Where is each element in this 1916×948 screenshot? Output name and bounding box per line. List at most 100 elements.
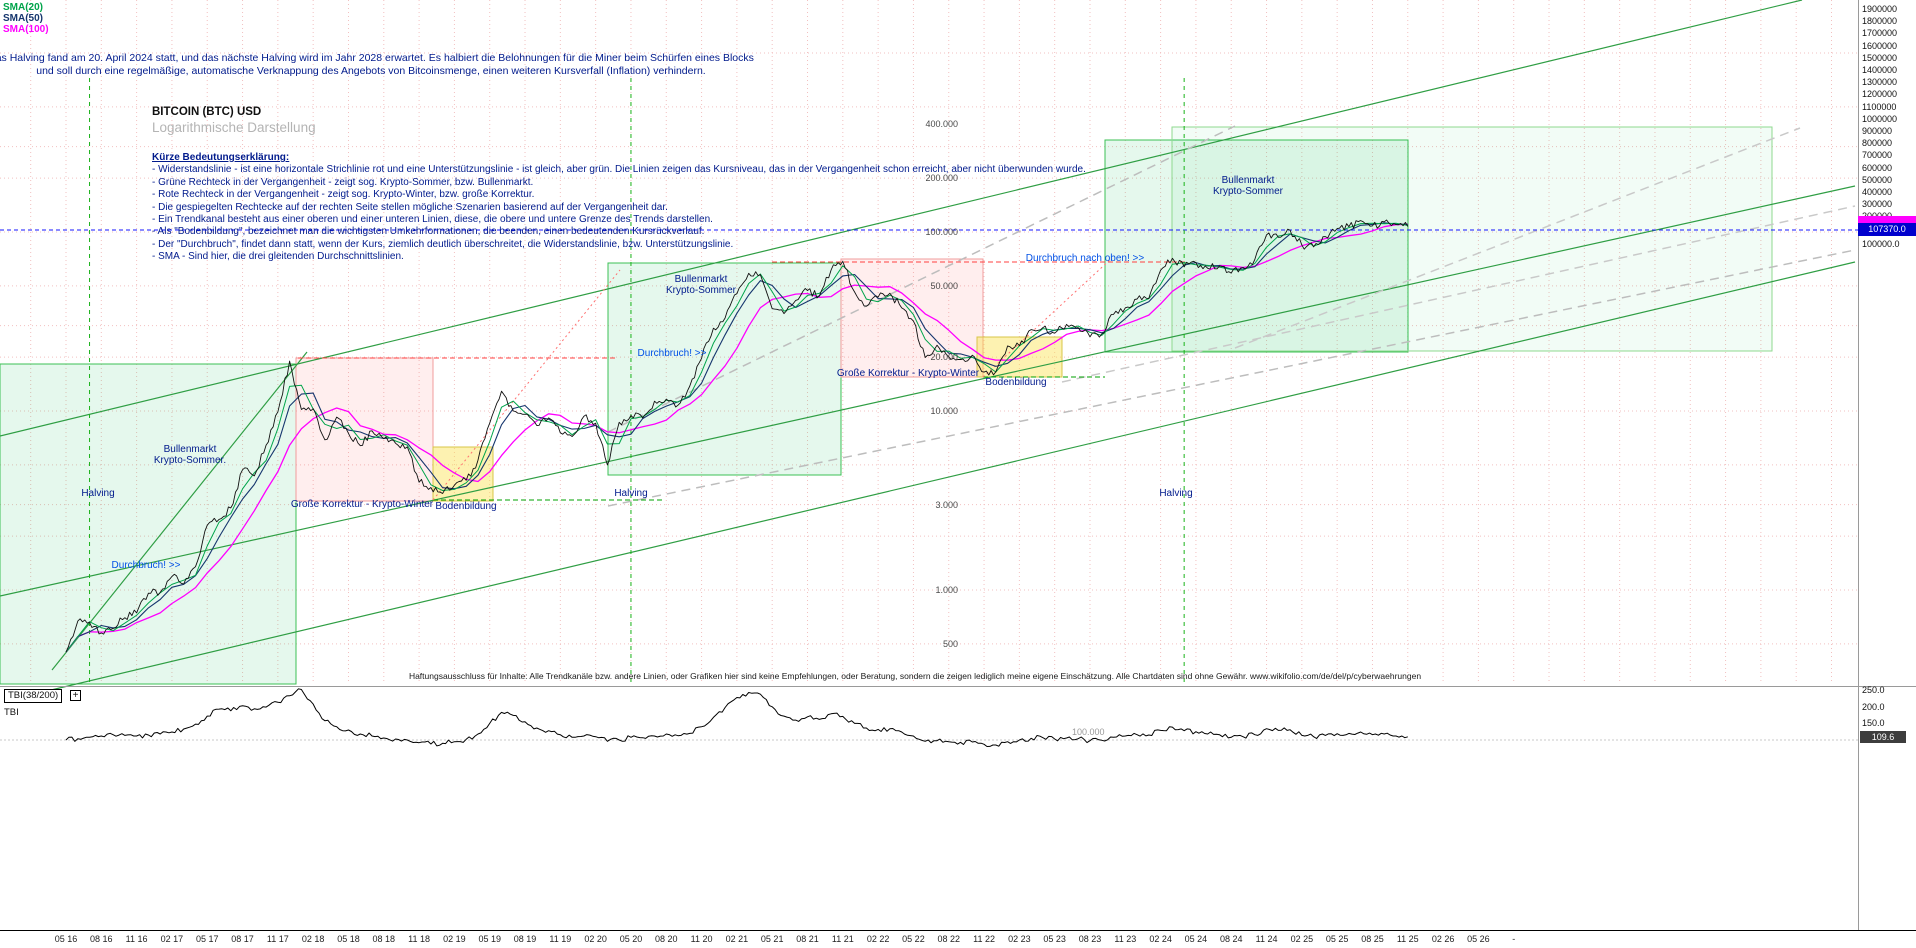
price-axis-inner-label: 500 — [942, 638, 958, 649]
date-axis-label: 05 20 — [619, 934, 643, 944]
explanation-line-2: - Grüne Rechteck in der Vergangenheit - … — [152, 176, 534, 188]
line-trend-support — [29, 261, 1856, 696]
tbi-axis-label: 200.0 — [1862, 701, 1885, 712]
date-axis-label: 08 18 — [372, 934, 396, 944]
halving-lines — [89, 78, 1185, 684]
disclaimer: Haftungsausschluss für Inhalte: Alle Tre… — [408, 671, 1422, 681]
legend-item-sma20[interactable]: SMA(20) — [3, 2, 44, 13]
price-axis-label: 1000000 — [1862, 113, 1898, 124]
date-axis-label: 05 25 — [1325, 934, 1349, 944]
date-axis-label: 02 24 — [1149, 934, 1172, 944]
date-axis-label: 08 20 — [655, 934, 678, 944]
zone-bullenmarkt-2016-2017 — [0, 363, 297, 685]
line-mirrored-trend — [982, 257, 1113, 378]
tbi-axis-label: 150.0 — [1862, 718, 1885, 729]
current-price-badge: 107370.0 — [1858, 223, 1916, 236]
date-axis-label: 02 22 — [866, 934, 890, 944]
date-axis-label: 08 16 — [90, 934, 113, 944]
date-axis-label: 02 21 — [725, 934, 749, 944]
chart-annotation: Bullenmarkt Krypto-Sommer. — [154, 444, 226, 466]
date-axis-label: 08 24 — [1219, 934, 1243, 944]
date-axis-label: 05 26 — [1467, 934, 1490, 944]
chart-annotation: Bodenbildung — [435, 501, 496, 512]
date-axis-label: 02 25 — [1290, 934, 1314, 944]
annotation-text: Große Korrektur - Krypto-Winter — [836, 368, 980, 379]
tbi-current-badge: 109.6 — [1860, 731, 1906, 743]
price-axis-label: 1900000 — [1862, 4, 1898, 14]
legend-item-sma50[interactable]: SMA(50) — [3, 13, 44, 24]
line-trend-lower — [0, 185, 1856, 597]
chart-annotation: Durchbruch! >> — [112, 560, 181, 571]
tbi-panel — [0, 688, 1858, 747]
grid — [0, 0, 1858, 684]
date-axis-label: 02 18 — [301, 934, 325, 944]
annotation-text: Halving — [1159, 488, 1193, 499]
annotation-text: Durchbruch! >> — [111, 560, 181, 571]
price-axis-label: 1100000 — [1862, 101, 1897, 112]
date-axis-label: 08 21 — [796, 934, 819, 944]
sma-legend: SMA(20) SMA(50) SMA(100) — [3, 2, 49, 35]
chart-annotation: Große Korrektur - Krypto-Winter — [837, 368, 979, 379]
price-axis-label: 800000 — [1862, 138, 1893, 149]
explanation-line-8: - SMA - Sind hier, die drei gleitenden D… — [152, 251, 404, 263]
price-axis-label: 1200000 — [1862, 89, 1898, 100]
chart-annotation: Bodenbildung — [985, 377, 1046, 388]
sma100-axis-marker — [1858, 216, 1916, 223]
zone-bodenbildung-2018-19 — [432, 446, 494, 502]
chart-annotation: Durchbruch nach oben! >> — [1026, 253, 1144, 264]
btc-price-line — [65, 219, 1409, 653]
annotation-text: Krypto-Sommer — [1212, 186, 1284, 197]
price-axis-label: 300000 — [1862, 199, 1893, 210]
date-axis-label: 05 21 — [760, 934, 784, 944]
date-axis-label: 08 19 — [513, 934, 537, 944]
date-axis-label: 08 17 — [231, 934, 254, 944]
add-indicator-icon[interactable]: + — [70, 690, 81, 701]
date-axis-label: 08 25 — [1361, 934, 1384, 944]
date-axis-label: 05 16 — [54, 934, 78, 944]
date-axis-label: 11 22 — [973, 934, 995, 944]
explanation-line-1: - Widerstandslinie - ist eine horizontal… — [152, 164, 1086, 176]
date-axis-label: 11 17 — [266, 934, 289, 944]
line-trend-steep-2017 — [51, 351, 308, 671]
price-axis-inner-label: 100.000 — [925, 227, 958, 237]
price-axis-label: 500000 — [1862, 174, 1893, 185]
date-axis-label: 02 17 — [160, 934, 184, 944]
annotation-text: Halving — [81, 488, 115, 499]
sma20-line — [65, 222, 1408, 653]
annotation-text: Bullenmarkt — [1221, 175, 1275, 186]
annotation-text: Krypto-Sommer. — [153, 455, 227, 466]
halving-note: Das Halving fand am 20. April 2024 statt… — [0, 52, 754, 78]
annotation-text: Große Korrektur - Krypto-Winter — [290, 499, 434, 510]
price-axis-label: 600000 — [1862, 162, 1893, 173]
sma50-line — [65, 222, 1408, 653]
date-axis-label: 11 19 — [549, 934, 572, 944]
price-axis-label: 1300000 — [1862, 77, 1898, 88]
legend-item-sma100[interactable]: SMA(100) — [3, 24, 49, 35]
chart-annotation: Halving — [614, 488, 647, 499]
date-axis-label: - — [1512, 934, 1516, 944]
date-axis-label: 11 23 — [1114, 934, 1137, 944]
date-axis-label: 05 17 — [195, 934, 219, 944]
line-mirrored-channel — [607, 249, 1856, 507]
line-mirrored-channel — [1234, 127, 1801, 349]
annotation-text: Durchbruch! >> — [637, 348, 707, 359]
tbi-level-label: 100.000 — [1072, 727, 1105, 737]
explanation-line-4: - Die gespiegelten Rechtecke auf der rec… — [152, 201, 668, 213]
tbi-line — [65, 688, 1408, 747]
date-axis-label: 02 23 — [1008, 934, 1031, 944]
line-trend-resistance — [0, 0, 1803, 437]
trend-lines — [0, 0, 1858, 696]
explanation-line-3: - Rote Rechteck in der Vergangenheit - z… — [152, 189, 535, 201]
price-axis-inner-label: 1.000 — [935, 585, 958, 595]
price-axis-inner-label: 200.000 — [925, 173, 958, 184]
annotation-text: Halving — [614, 488, 648, 499]
line-mirrored-channel — [1061, 205, 1856, 383]
price-axis-inner-label: 400.000 — [925, 119, 958, 130]
date-axis-label: 02 20 — [584, 934, 607, 944]
chart-annotation: Große Korrektur - Krypto-Winter — [291, 499, 433, 510]
tbi-indicator-label[interactable]: TBI(38/200) — [4, 689, 63, 703]
date-axis-label: 05 22 — [902, 934, 925, 944]
